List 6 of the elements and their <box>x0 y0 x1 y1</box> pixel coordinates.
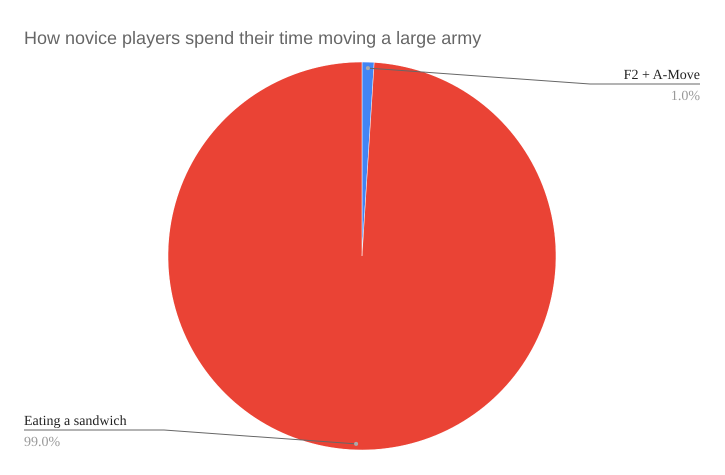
data-label: 99.0% <box>24 435 60 450</box>
chart-title: How novice players spend their time moving a large army <box>24 28 482 48</box>
slice-label: F2 + A-Move <box>624 68 700 83</box>
data-label: 1.0% <box>670 89 700 104</box>
pie-slice <box>168 62 556 450</box>
slice-label: Eating a sandwich <box>24 414 127 429</box>
